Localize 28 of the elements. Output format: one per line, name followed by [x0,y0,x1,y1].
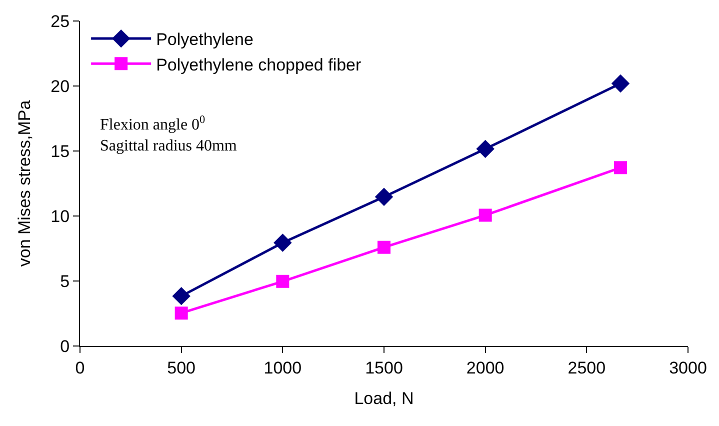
point [274,234,292,252]
y-tick-label: 25 [50,12,70,31]
y-axis-title: von Mises stress,MPa [15,100,34,267]
point [614,161,628,174]
x-tick-label: 1000 [264,358,302,378]
point [174,306,188,320]
point [172,286,190,306]
x-tick-label: 2500 [568,358,606,378]
point [476,140,494,158]
annotation: Flexion angle 0$^{0}$ Sagittal radius 40mm [100,114,238,155]
x-tick-label: 0 [75,358,85,378]
point [374,188,394,206]
x-tick-label: 1500 [365,358,403,378]
x-tick-label: 500 [167,358,196,378]
legend-label: Polyethylene chopped fiber [156,55,362,74]
y-tick-label: 5 [60,272,70,291]
point [276,274,290,288]
y-tick-label: 15 [50,142,70,161]
x-axis-title: Load, N [354,388,414,408]
x-tick-label: 2000 [466,358,504,378]
y-tick-label: 0 [60,336,70,356]
point [478,208,492,222]
y-tick-label: 20 [50,76,70,96]
x-tick-label: 3000 [669,358,707,378]
point [378,240,390,254]
point [611,74,630,93]
legend-label: Polyethylene [156,30,254,50]
y-tick-label: 10 [50,206,70,226]
